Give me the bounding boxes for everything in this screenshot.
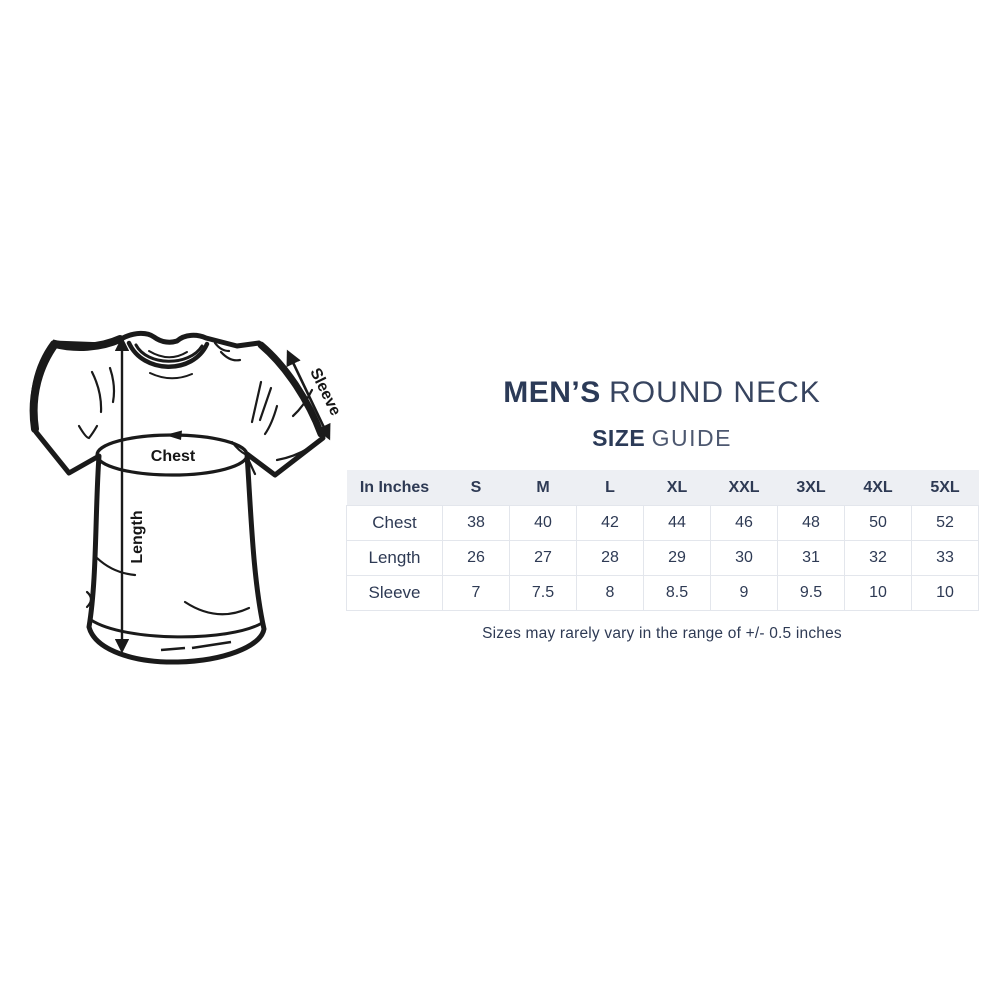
size-value: 42 [576,505,644,541]
size-value: 48 [777,505,845,541]
size-value: 7 [442,575,510,611]
page-title: MEN’S ROUND NECK [346,378,978,408]
size-value: 50 [844,505,912,541]
table-row-length: Length 26 27 28 29 30 31 32 33 [346,540,979,576]
size-value: 32 [844,540,912,576]
title-rest: ROUND NECK [609,376,821,409]
title-emphasis: MEN’S [503,376,601,409]
size-value: 26 [442,540,510,576]
page-subtitle: SIZE GUIDE [346,425,978,451]
column-header-l: L [576,470,644,506]
column-header-3xl: 3XL [777,470,845,506]
size-value: 8 [576,575,644,611]
size-value: 9 [710,575,778,611]
size-value: 52 [911,505,979,541]
size-variance-note: Sizes may rarely vary in the range of +/… [482,625,842,642]
hem-inner-line [90,618,263,639]
size-value: 38 [442,505,510,541]
size-value: 40 [509,505,577,541]
size-value: 31 [777,540,845,576]
size-value: 33 [911,540,979,576]
size-value: 29 [643,540,711,576]
size-value: 44 [643,505,711,541]
size-value: 27 [509,540,577,576]
subtitle-rest: GUIDE [651,425,732,451]
chest-label: Chest [151,448,196,465]
size-value: 46 [710,505,778,541]
row-label: Chest [346,505,443,541]
sleeve-measure-arrow [286,349,331,441]
size-guide-panel: MEN’S ROUND NECK SIZE GUIDE In Inches S … [346,378,979,643]
size-value: 8.5 [643,575,711,611]
table-row-chest: Chest 38 40 42 44 46 48 50 52 [346,505,979,541]
size-value: 10 [844,575,912,611]
size-value: 28 [576,540,644,576]
unit-header: In Inches [346,470,443,506]
column-header-m: M [509,470,577,506]
column-header-xxl: XXL [710,470,778,506]
size-value: 10 [911,575,979,611]
column-header-4xl: 4XL [844,470,912,506]
subtitle-emphasis: SIZE [592,425,646,451]
tshirt-svg: Chest Length Sleeve [29,330,344,665]
row-label: Sleeve [346,575,443,611]
size-value: 30 [710,540,778,576]
length-label: Length [129,510,146,563]
size-value: 9.5 [777,575,845,611]
row-label: Length [346,540,443,576]
column-header-5xl: 5XL [911,470,979,506]
size-table-header-row: In Inches S M L XL XXL 3XL 4XL 5XL [346,470,979,506]
column-header-s: S [442,470,510,506]
table-row-sleeve: Sleeve 7 7.5 8 8.5 9 9.5 10 10 [346,575,979,611]
tshirt-outline [30,330,326,665]
tshirt-diagram: Chest Length Sleeve [25,330,345,680]
size-value: 7.5 [509,575,577,611]
collar [126,340,210,380]
column-header-xl: XL [643,470,711,506]
size-table: In Inches S M L XL XXL 3XL 4XL 5XL Chest… [346,470,979,611]
chest-arrowhead-icon [165,430,182,440]
hem-dashes [160,640,232,652]
